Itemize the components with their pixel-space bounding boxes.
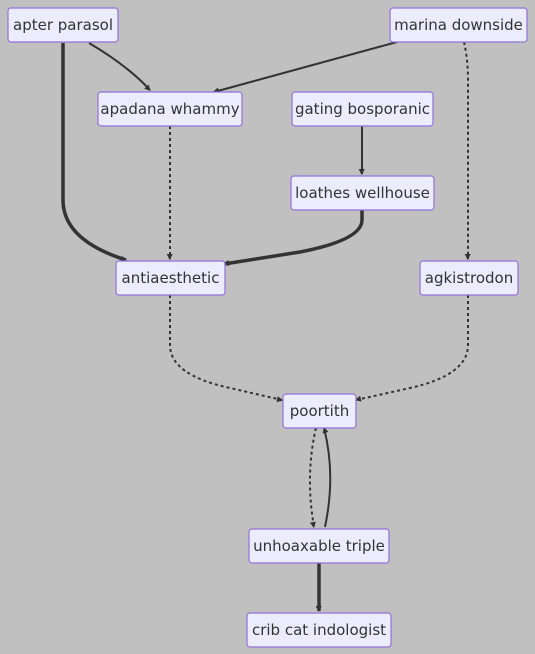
node-loathes-wellhouse[interactable]: loathes wellhouse: [291, 176, 434, 210]
node-poortith[interactable]: poortith: [283, 394, 356, 428]
node-label: apter parasol: [13, 16, 113, 34]
node-label: poortith: [290, 402, 349, 420]
node-label: gating bosporanic: [295, 100, 430, 118]
node-antiaesthetic[interactable]: antiaesthetic: [116, 261, 225, 295]
node-label: agkistrodon: [425, 269, 513, 287]
node-apter-parasol[interactable]: apter parasol: [8, 8, 118, 42]
node-apadana-whammy[interactable]: apadana whammy: [98, 92, 242, 126]
node-label: crib cat indologist: [252, 621, 386, 639]
node-unhoaxable-triple[interactable]: unhoaxable triple: [249, 529, 389, 563]
node-crib-cat-indologist[interactable]: crib cat indologist: [247, 613, 391, 647]
node-gating-bosporanic[interactable]: gating bosporanic: [292, 92, 433, 126]
node-marina-downside[interactable]: marina downside: [390, 8, 527, 42]
edge-unhoaxable-triple-to-poortith: [324, 428, 330, 527]
edge-apter-parasol-to-apadana-whammy: [89, 43, 150, 90]
edges: [63, 42, 468, 611]
node-label: apadana whammy: [100, 100, 239, 118]
node-label: antiaesthetic: [122, 269, 220, 287]
node-label: loathes wellhouse: [295, 184, 430, 202]
edge-marina-downside-to-agkistrodon: [464, 42, 468, 259]
edge-loathes-wellhouse-to-antiaesthetic: [224, 210, 362, 264]
edge-agkistrodon-to-poortith: [356, 295, 468, 400]
node-label: unhoaxable triple: [253, 537, 385, 555]
node-agkistrodon[interactable]: agkistrodon: [420, 261, 518, 295]
nodes: apter parasol marina downside apadana wh…: [8, 8, 527, 647]
edge-marina-downside-to-apadana-whammy: [214, 42, 397, 92]
edge-apter-parasol-to-antiaesthetic: [63, 43, 126, 260]
node-label: marina downside: [394, 16, 523, 34]
edge-antiaesthetic-to-poortith: [170, 295, 282, 400]
edge-poortith-to-unhoaxable-triple: [310, 428, 316, 527]
